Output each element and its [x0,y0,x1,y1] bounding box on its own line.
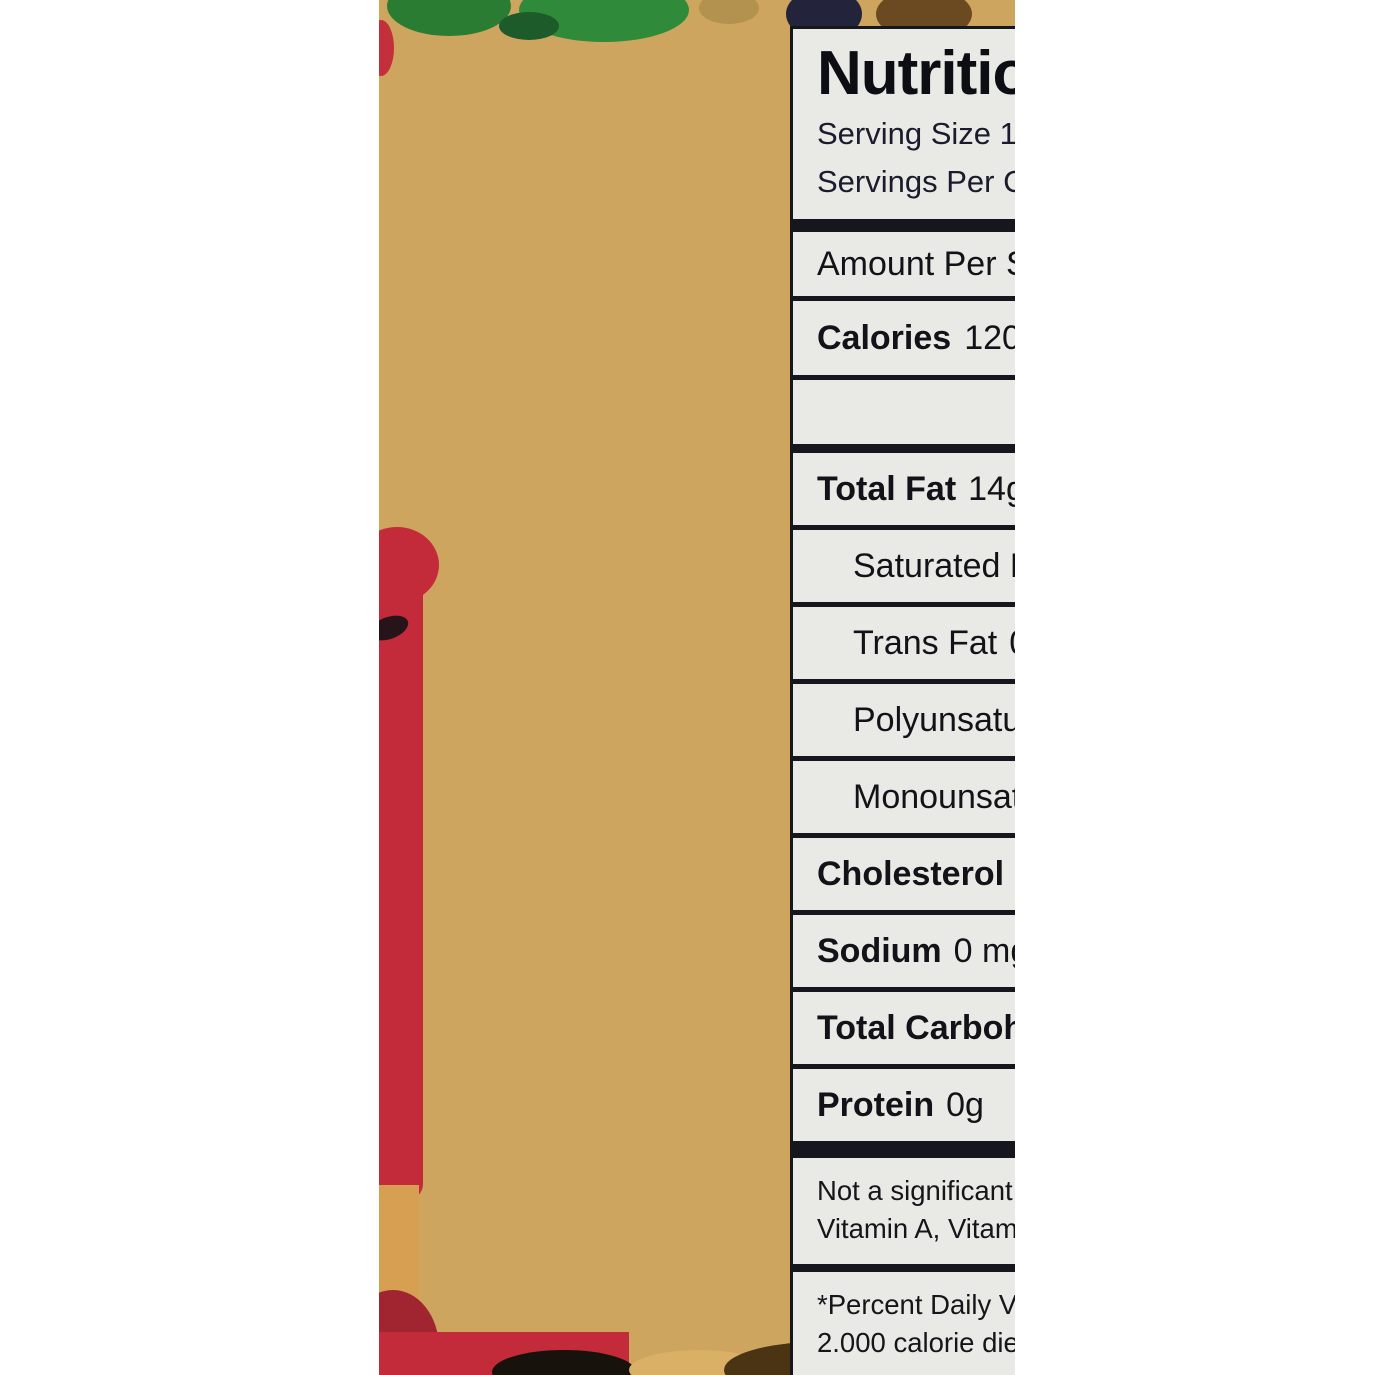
nutrition-header: Nutrition Facts Serving Size 1 Tablespoo… [793,29,1015,220]
nutrient-name: Saturated Fat [853,546,1015,585]
nutrition-facts-panel: Nutrition Facts Serving Size 1 Tablespoo… [790,26,1015,1375]
servings-per-container: Servings Per Container About 67 [817,163,1015,199]
nutrient-row-monounsaturated-fat: Monounsaturated Fat 10g [793,761,1015,834]
panel-title: Nutrition Facts [817,39,1015,108]
amount-per-serving-label: Amount Per Serving [817,244,1015,283]
nutrient-row-saturated-fat: Saturated Fat 2g 10% [793,530,1015,603]
daily-value-header: %Daily Value* [793,380,1015,445]
nutrient-row-cholesterol: Cholesterol 0 mg 0% [793,838,1015,911]
amount-per-serving-row: Amount Per Serving [793,232,1015,297]
nutrient-name: Protein [817,1085,935,1124]
nutrient-row-total-fat: Total Fat 14g 22% [793,453,1015,526]
serving-size: Serving Size 1 Tablespoon (15mL) [817,116,1015,152]
calories-row: Calories 120 Calories from Fat 120 [793,301,1015,376]
nutrient-row-trans-fat: Trans Fat 0g [793,607,1015,680]
calories-label: Calories [817,318,952,357]
footnote-percent-daily-values: *Percent Daily Values are based on a 2.0… [793,1272,1015,1375]
nutrient-value: 0g [946,1085,984,1124]
nutrient-name: Sodium [817,931,942,970]
nutrient-name: Cholesterol [817,854,1005,893]
footnote-not-significant: Not a significant source of dietary fibe… [793,1158,1015,1265]
nutrient-name: Total Carbohydrate [817,1008,1015,1047]
calories-value: 120 [964,318,1015,357]
nutrient-row-total-carbohydrate: Total Carbohydrate 0 g 0% [793,992,1015,1065]
nutrient-value: 0g [1009,624,1015,663]
product-photo-strip: Nutrition Facts Serving Size 1 Tablespoo… [379,0,1015,1375]
nutrient-name: Trans Fat [853,623,998,662]
nutrient-value: 14g [968,469,1015,508]
nutrient-row-protein: Protein 0g [793,1069,1015,1142]
nutrient-name: Monounsaturated Fat [853,777,1015,816]
nutrient-row-polyunsaturated-fat: Polyunsaturated Fat 2g [793,684,1015,757]
nutrient-name: Polyunsaturated Fat [853,700,1015,739]
nutrient-name: Total Fat [817,469,957,508]
nutrient-value: 0 mg [953,931,1015,970]
nutrient-row-sodium: Sodium 0 mg 0% [793,915,1015,988]
